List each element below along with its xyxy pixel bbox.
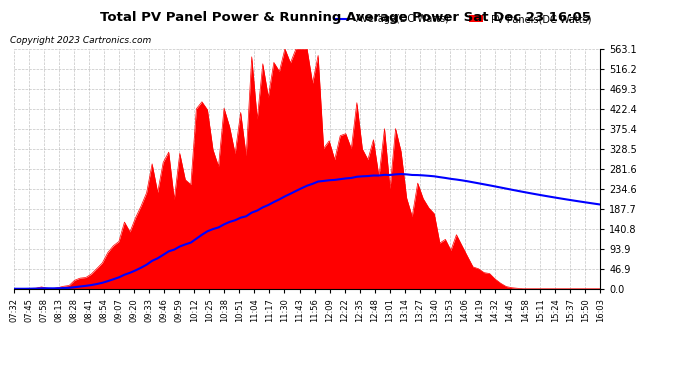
Text: Copyright 2023 Cartronics.com: Copyright 2023 Cartronics.com xyxy=(10,36,152,45)
Legend: Average(DC Watts), PV Panels(DC Watts): Average(DC Watts), PV Panels(DC Watts) xyxy=(330,10,595,28)
Text: Total PV Panel Power & Running Average Power Sat Dec 23 16:05: Total PV Panel Power & Running Average P… xyxy=(99,11,591,24)
